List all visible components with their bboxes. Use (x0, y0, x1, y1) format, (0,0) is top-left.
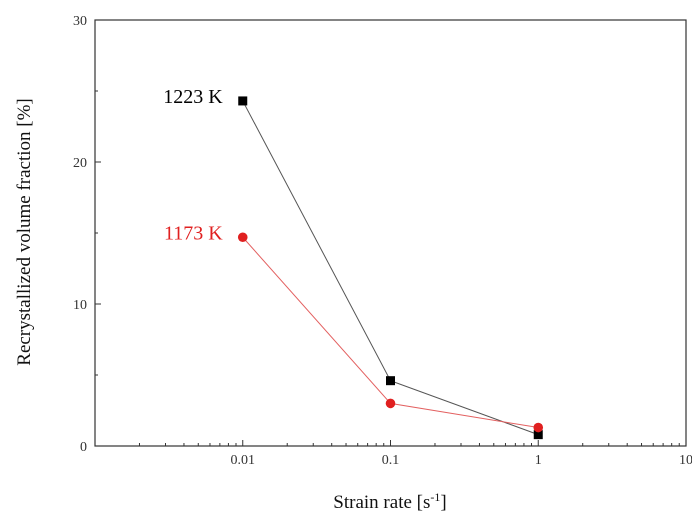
y-tick-label: 0 (80, 440, 87, 455)
data-point-circle (385, 398, 396, 409)
data-point-square (238, 96, 248, 106)
x-tick-label: 0.1 (382, 453, 400, 468)
y-tick-label: 10 (73, 298, 87, 313)
x-axis-label: Strain rate [s-1] (333, 490, 446, 513)
series-label: 1223 K (163, 86, 223, 108)
data-point-square (533, 430, 543, 440)
data-point-circle (533, 422, 544, 433)
series-labels: 1223 K 1173 K (163, 86, 223, 244)
x-tick-label: 1 (535, 453, 542, 468)
x-tick-label: 0.01 (231, 453, 256, 468)
series-layer (237, 96, 544, 440)
y-axis-label: Recrystallized volume fraction [%] (14, 98, 35, 365)
x-tick-label: 10 (679, 453, 692, 468)
x-axis-ticks: 0.01 0.1 1 10 (138, 440, 692, 468)
y-axis-ticks: 0 10 20 30 (73, 14, 101, 455)
y-tick-label: 30 (73, 14, 87, 29)
y-tick-label: 20 (73, 156, 87, 171)
series-label: 1173 K (164, 222, 223, 244)
data-point-circle (237, 232, 248, 243)
data-point-square (386, 376, 395, 386)
